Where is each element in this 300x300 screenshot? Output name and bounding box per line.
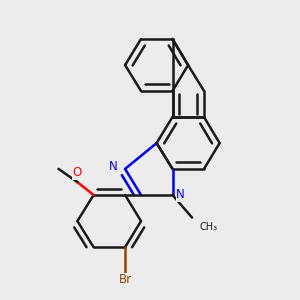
Text: N: N [176,188,185,202]
Text: O: O [73,166,82,179]
Text: Br: Br [118,273,132,286]
Text: N: N [109,160,118,173]
Text: CH₃: CH₃ [200,222,217,232]
